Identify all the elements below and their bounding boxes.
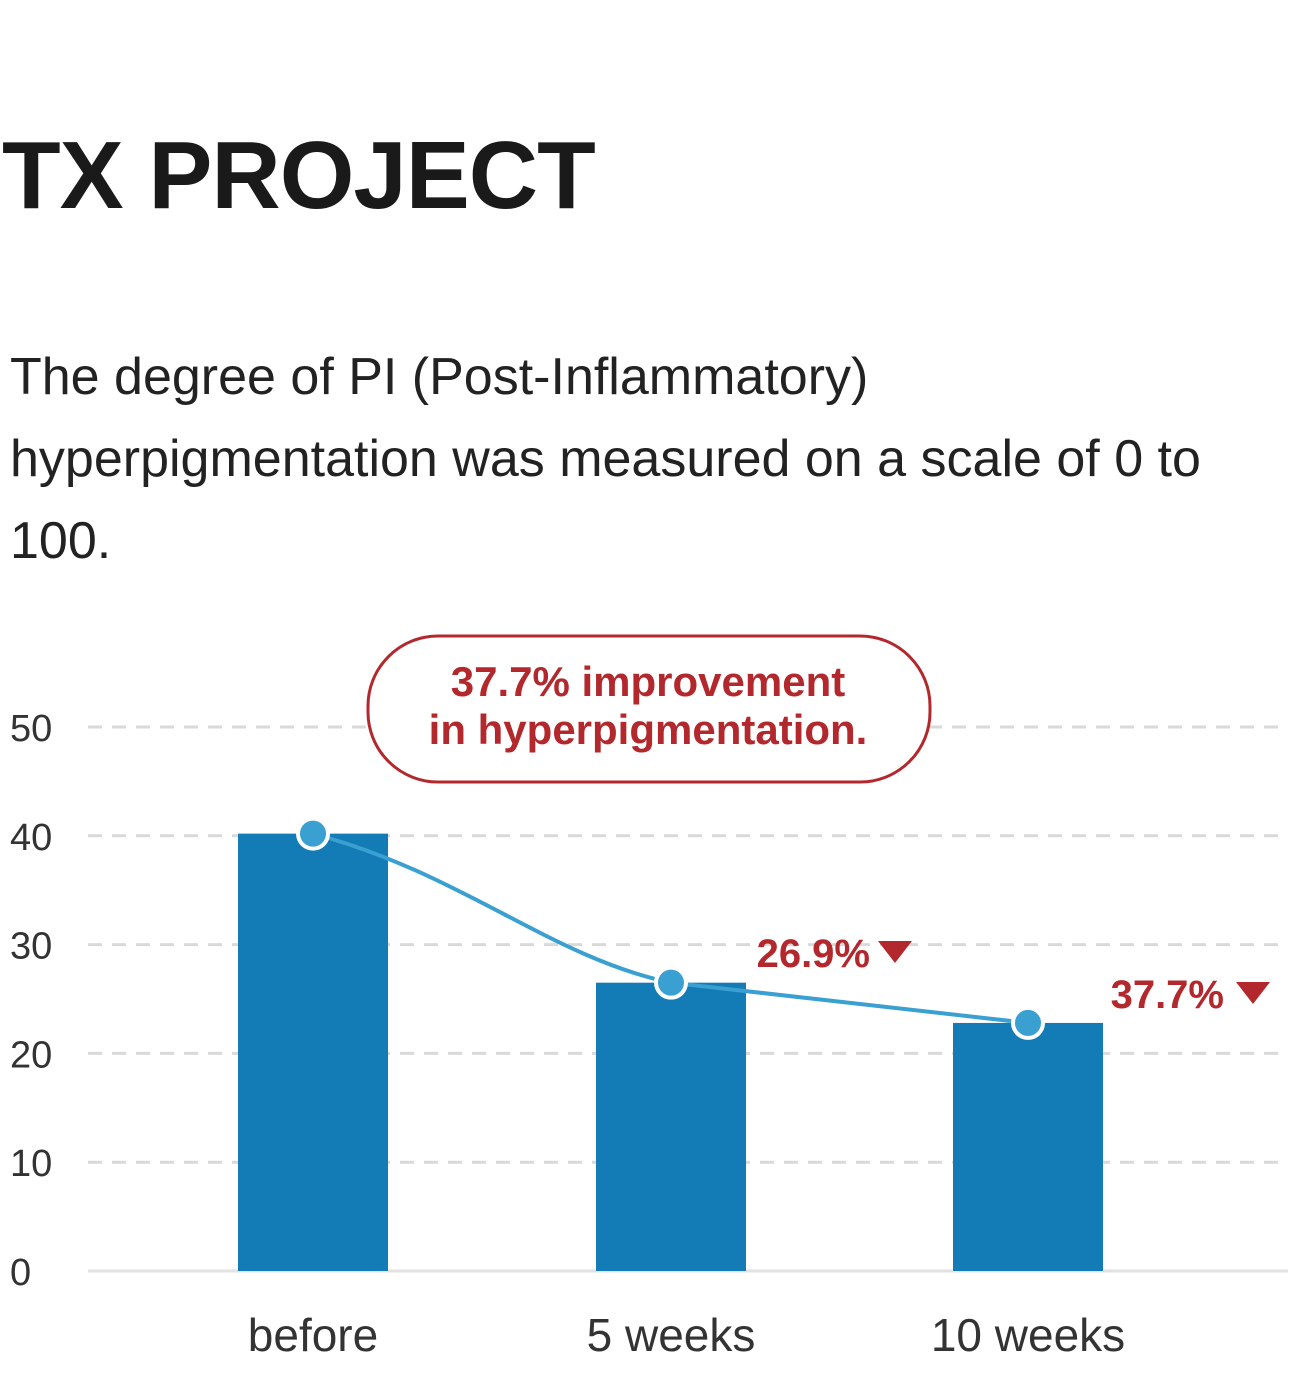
x-tick-label: before [248,1309,378,1361]
series-line [312,831,1029,1025]
bar [596,982,746,1271]
annotations: 26.9% 37.7% [757,932,1270,1017]
bars [238,833,1103,1271]
down-triangle-icon [878,941,912,963]
data-point [1011,1005,1045,1040]
change-label: 26.9% [757,932,870,976]
callout-line-1: 37.7% improvement [451,658,846,705]
callout-border [366,634,932,784]
y-axis-ticks: 0 10 20 30 40 50 [10,708,52,1294]
x-tick-label: 10 weeks [931,1309,1125,1361]
y-tick-label: 50 [10,708,52,750]
data-point [296,816,330,851]
y-tick-label: 10 [10,1143,52,1185]
y-tick-label: 0 [10,1252,31,1294]
callout-line-2: in hyperpigmentation. [429,706,868,753]
change-label: 37.7% [1111,973,1224,1017]
x-tick-label: 5 weeks [587,1309,756,1361]
down-triangle-icon [1236,982,1270,1004]
chart-description: The degree of PI (Post-Inflammatory) hyp… [10,348,1201,570]
bar-chart: 0 10 20 30 40 50 before 5 weeks 10 weeks 26.9% 3… [10,634,1288,1361]
bar [953,1022,1103,1271]
page-title: TX PROJECT [2,122,596,229]
bar [238,833,388,1271]
y-tick-label: 20 [10,1034,52,1076]
y-tick-label: 40 [10,817,52,859]
y-tick-label: 30 [10,926,52,968]
data-point [654,965,688,1000]
callout-box: 37.7% improvement in hyperpigmentation. [366,634,932,784]
trend-line [296,816,1045,1040]
x-axis-labels: before 5 weeks 10 weeks [248,1309,1125,1361]
